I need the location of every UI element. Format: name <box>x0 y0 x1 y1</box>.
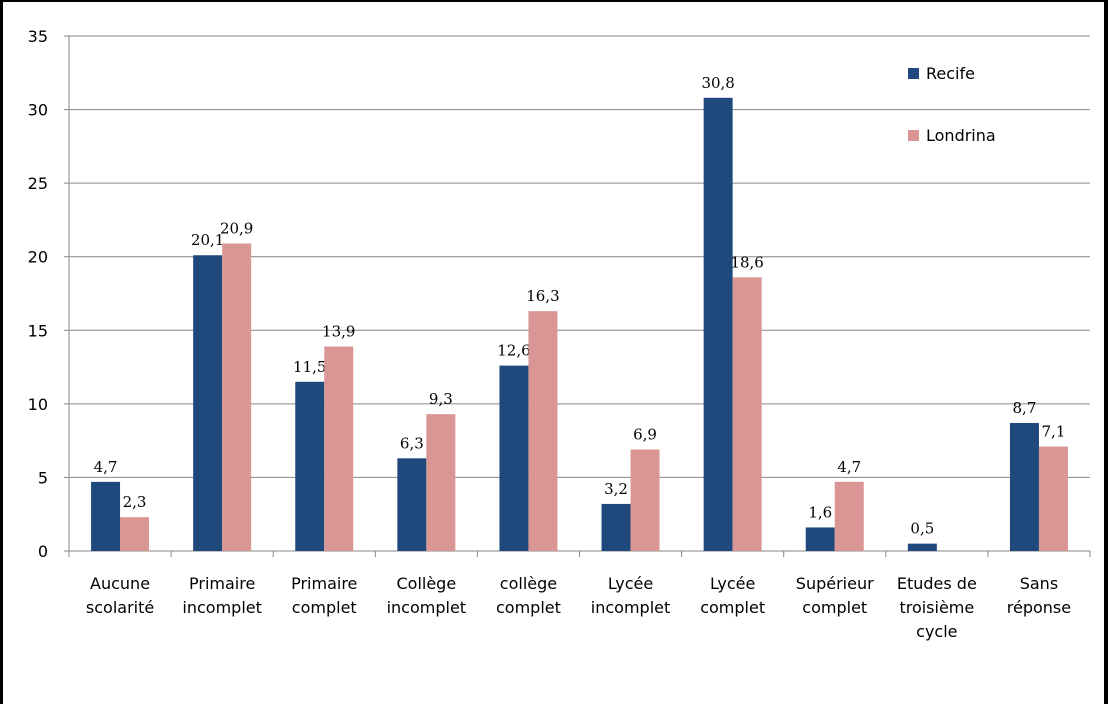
legend-swatch <box>908 130 919 141</box>
bar-recife <box>601 503 631 551</box>
bar-londrina <box>426 414 456 551</box>
bar-recife <box>703 97 733 552</box>
bar-londrina <box>732 277 762 551</box>
legend-label: Londrina <box>926 126 996 145</box>
data-label: 8,7 <box>1013 399 1037 417</box>
category-label: complet <box>292 598 357 617</box>
y-tick-label: 25 <box>28 174 48 193</box>
category-label: complet <box>700 598 765 617</box>
data-label: 7,1 <box>1042 423 1066 441</box>
data-label: 18,6 <box>730 253 763 271</box>
category-label: Aucune <box>90 574 150 593</box>
category-label: réponse <box>1007 598 1071 617</box>
category-label: Etudes de <box>897 574 977 593</box>
bar-recife <box>1009 422 1039 551</box>
data-label: 4,7 <box>837 458 861 476</box>
data-label: 20,9 <box>220 219 253 237</box>
y-tick-label: 30 <box>28 101 48 120</box>
data-label: 11,5 <box>293 358 326 376</box>
bar-recife <box>397 458 427 551</box>
y-tick-label: 35 <box>28 27 48 46</box>
category-label: incomplet <box>387 598 466 617</box>
data-label: 16,3 <box>526 287 559 305</box>
category-label: complet <box>802 598 867 617</box>
legend-swatch <box>908 68 919 79</box>
data-label: 20,1 <box>191 231 224 249</box>
category-label: Lycée <box>608 574 653 593</box>
bar-recife <box>907 543 937 551</box>
category-label: troisième <box>899 598 974 617</box>
y-tick-label: 0 <box>38 542 48 561</box>
category-label: Primaire <box>189 574 255 593</box>
category-label: cycle <box>916 622 957 641</box>
bar-recife <box>193 255 223 551</box>
legend-label: Recife <box>926 64 975 83</box>
y-tick-label: 5 <box>38 468 48 487</box>
bar-londrina <box>630 449 660 551</box>
bar-recife <box>91 481 121 551</box>
category-label: complet <box>496 598 561 617</box>
y-tick-label: 10 <box>28 395 48 414</box>
data-label: 6,9 <box>633 425 657 443</box>
bar-londrina <box>324 346 354 551</box>
category-label: Lycée <box>710 574 755 593</box>
category-label: Supérieur <box>796 574 874 593</box>
bar-londrina <box>528 311 558 551</box>
bar-recife <box>295 381 325 551</box>
data-label: 12,6 <box>497 342 530 360</box>
data-label: 0,5 <box>910 520 934 538</box>
category-label: collège <box>500 574 557 593</box>
data-label: 6,3 <box>400 434 424 452</box>
data-label: 30,8 <box>701 74 734 92</box>
data-label: 13,9 <box>322 322 355 340</box>
bar-londrina <box>120 517 150 551</box>
category-label: Primaire <box>291 574 357 593</box>
data-label: 2,3 <box>123 493 147 511</box>
data-label: 4,7 <box>94 458 118 476</box>
bar-recife <box>499 365 529 551</box>
category-label: incomplet <box>182 598 261 617</box>
bar-recife <box>805 527 835 551</box>
category-label: scolarité <box>86 598 154 617</box>
data-label: 3,2 <box>604 480 628 498</box>
y-tick-label: 15 <box>28 321 48 340</box>
bar-londrina <box>834 481 864 551</box>
category-label: Collège <box>396 574 456 593</box>
y-tick-label: 20 <box>28 248 48 267</box>
data-label: 9,3 <box>429 390 453 408</box>
data-label: 1,6 <box>808 503 832 521</box>
category-label: incomplet <box>591 598 670 617</box>
bar-londrina <box>1038 446 1068 551</box>
bar-londrina <box>222 243 252 551</box>
category-label: Sans <box>1020 574 1058 593</box>
